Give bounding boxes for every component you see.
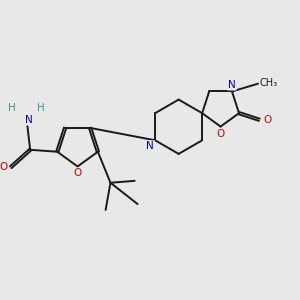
Text: H: H bbox=[8, 103, 16, 113]
Text: N: N bbox=[228, 80, 236, 90]
Text: N: N bbox=[146, 141, 154, 151]
Text: CH₃: CH₃ bbox=[260, 78, 278, 88]
Text: O: O bbox=[217, 129, 225, 139]
Text: N: N bbox=[25, 115, 33, 125]
Text: O: O bbox=[263, 115, 271, 125]
Text: O: O bbox=[0, 162, 8, 172]
Text: O: O bbox=[74, 168, 82, 178]
Text: H: H bbox=[37, 103, 45, 113]
